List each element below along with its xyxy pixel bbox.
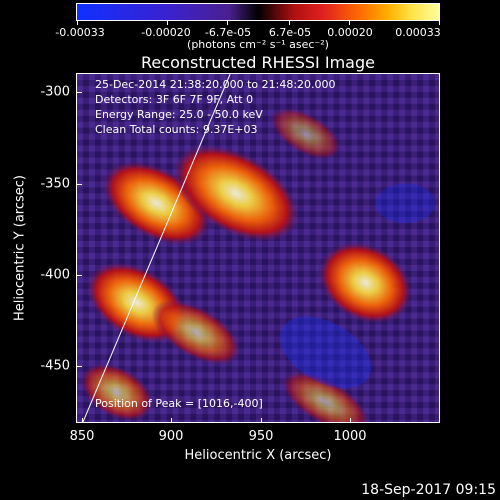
x-tick	[171, 418, 172, 423]
colorbar-label: -0.00020	[141, 26, 191, 39]
x-tick-label: 850	[69, 429, 95, 444]
x-tick	[350, 418, 351, 423]
footer-timestamp: 18-Sep-2017 09:15	[361, 482, 496, 498]
energy-range: Energy Range: 25.0 - 50.0 keV	[95, 108, 263, 121]
colorbar-tick	[349, 21, 350, 25]
x-tick	[82, 418, 83, 423]
y-tick-label: -300	[40, 84, 70, 100]
detectors-info: Detectors: 3F 6F 7F 9F, Att 0	[95, 93, 254, 106]
x-tick-label: 900	[158, 429, 184, 444]
y-tick	[76, 366, 82, 367]
colorbar-tick	[77, 21, 78, 25]
colorbar-label: -6.7e-05	[204, 26, 252, 39]
y-tick	[76, 184, 82, 185]
y-tick-label: -450	[40, 358, 70, 374]
x-axis-label: Heliocentric X (arcsec)	[184, 448, 332, 463]
observation-time: 25-Dec-2014 21:38:20.000 to 21:48:20.000	[95, 78, 336, 91]
y-tick-label: -350	[40, 176, 70, 192]
rhessi-image	[77, 74, 439, 422]
colorbar-label: 0.00033	[395, 26, 441, 39]
colorbar	[76, 3, 440, 25]
x-tick-label: 1000	[333, 429, 367, 444]
colorbar-tick	[289, 21, 290, 25]
y-tick-label: -400	[40, 267, 70, 283]
x-tick-label: 950	[248, 429, 274, 444]
y-axis-label: Heliocentric Y (arcsec)	[12, 175, 28, 321]
y-tick	[76, 275, 82, 276]
colorbar-tick	[227, 21, 228, 25]
colorbar-tick	[439, 21, 440, 25]
colorbar-label: 0.00020	[327, 26, 373, 39]
y-tick	[76, 92, 82, 93]
x-tick	[261, 418, 262, 423]
colorbar-label: 6.7e-05	[268, 26, 312, 39]
colorbar-label: -0.00033	[55, 26, 105, 39]
peak-position: Position of Peak = [1016,-400]	[95, 397, 263, 410]
colorbar-tick	[167, 21, 168, 25]
image-title: Reconstructed RHESSI Image	[141, 53, 375, 72]
clean-info: Clean Total counts: 9.37E+03	[95, 123, 258, 136]
solar-image-plot	[76, 73, 440, 423]
solar-limb-line	[82, 74, 231, 422]
colorbar-unit: (photons cm⁻² s⁻¹ asec⁻²)	[187, 38, 329, 51]
